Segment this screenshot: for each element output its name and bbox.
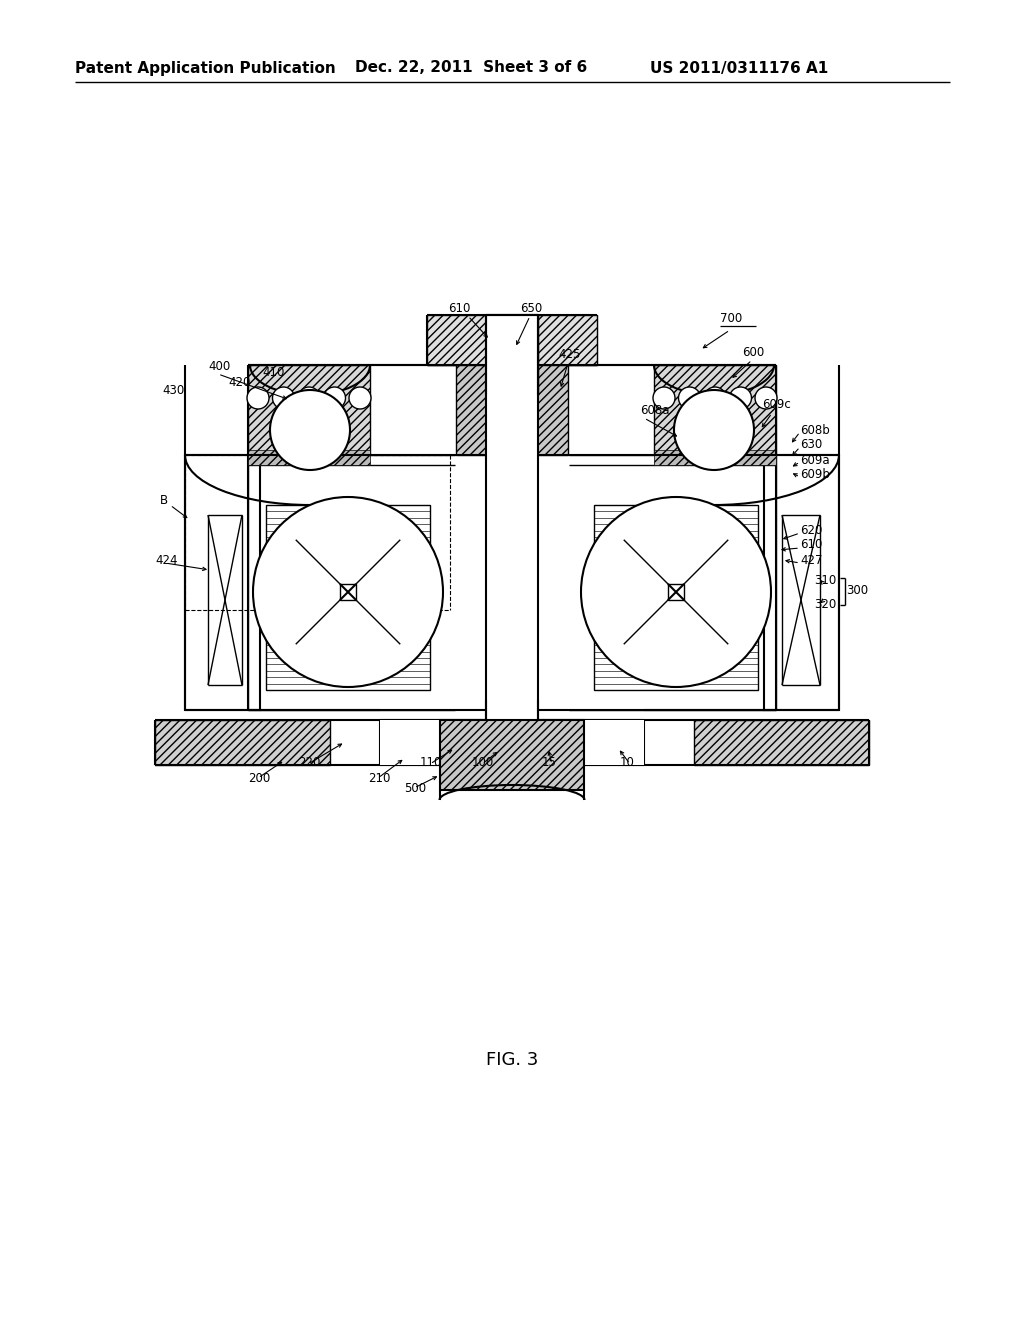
Text: Patent Application Publication: Patent Application Publication — [75, 61, 336, 75]
Circle shape — [270, 389, 350, 470]
Circle shape — [729, 387, 752, 409]
Text: 210: 210 — [368, 771, 390, 784]
Text: 630: 630 — [800, 438, 822, 451]
Bar — [248, 450, 370, 465]
Text: 427: 427 — [800, 553, 822, 566]
Text: 424: 424 — [155, 553, 177, 566]
Text: 609c: 609c — [762, 399, 791, 412]
Text: 600: 600 — [742, 346, 764, 359]
Bar — [266, 506, 430, 690]
Circle shape — [298, 387, 319, 409]
Circle shape — [653, 387, 675, 409]
Circle shape — [581, 498, 771, 686]
Bar — [486, 315, 538, 780]
Circle shape — [272, 387, 295, 409]
Text: 430: 430 — [162, 384, 184, 396]
Bar — [594, 506, 758, 690]
Bar — [340, 583, 356, 601]
Text: 620: 620 — [800, 524, 822, 536]
Text: 700: 700 — [720, 312, 742, 325]
Text: 200: 200 — [248, 771, 270, 784]
Text: 425: 425 — [558, 348, 581, 362]
Text: 608a: 608a — [640, 404, 670, 417]
Bar — [694, 719, 869, 766]
Bar — [764, 455, 839, 710]
Bar — [427, 315, 597, 366]
Circle shape — [705, 387, 726, 409]
Text: 500: 500 — [404, 781, 426, 795]
Circle shape — [755, 387, 777, 409]
Text: 310: 310 — [814, 573, 837, 586]
Text: 10: 10 — [620, 755, 635, 768]
Text: Dec. 22, 2011  Sheet 3 of 6: Dec. 22, 2011 Sheet 3 of 6 — [355, 61, 587, 75]
Circle shape — [349, 387, 371, 409]
Circle shape — [247, 387, 269, 409]
Circle shape — [674, 389, 754, 470]
Circle shape — [679, 387, 700, 409]
Text: 610: 610 — [449, 301, 470, 314]
Bar — [380, 719, 644, 766]
Bar — [654, 366, 776, 455]
Text: B: B — [160, 494, 168, 507]
Bar — [456, 366, 568, 455]
Text: 400: 400 — [208, 360, 230, 374]
Text: 609a: 609a — [800, 454, 829, 466]
Text: 220: 220 — [298, 755, 321, 768]
Text: 610: 610 — [800, 539, 822, 552]
Text: 608b: 608b — [800, 424, 829, 437]
Bar — [668, 583, 684, 601]
Text: 100: 100 — [472, 755, 495, 768]
Text: 15: 15 — [542, 755, 557, 768]
Bar — [155, 719, 330, 766]
Text: 650: 650 — [520, 301, 543, 314]
Bar — [486, 315, 538, 395]
Text: 420: 420 — [228, 375, 251, 388]
Text: FIG. 3: FIG. 3 — [485, 1051, 539, 1069]
Bar — [440, 719, 584, 789]
Bar — [654, 450, 776, 465]
Bar — [185, 455, 260, 710]
Circle shape — [324, 387, 345, 409]
Bar — [248, 366, 370, 455]
Text: 410: 410 — [262, 366, 285, 379]
Text: 609b: 609b — [800, 469, 829, 482]
Text: 110: 110 — [420, 755, 442, 768]
Text: 320: 320 — [814, 598, 837, 611]
Text: US 2011/0311176 A1: US 2011/0311176 A1 — [650, 61, 828, 75]
Text: 300: 300 — [846, 583, 868, 597]
Circle shape — [253, 498, 443, 686]
